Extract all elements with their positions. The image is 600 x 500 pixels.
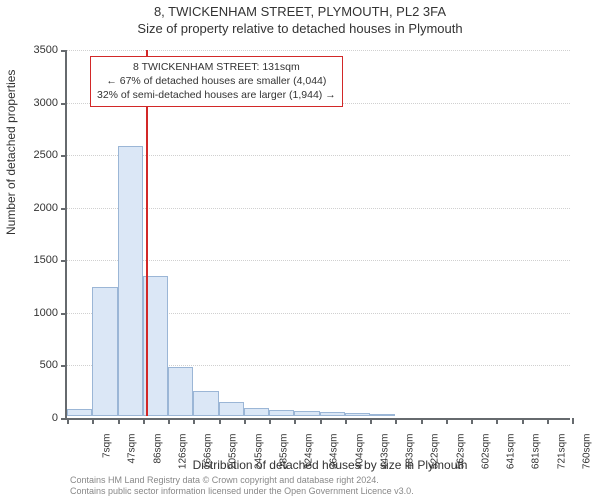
y-tick-label: 3500 [0,44,58,56]
x-tick-label: 7sqm [102,434,113,479]
histogram-bar [345,413,370,416]
y-tick [61,208,67,210]
histogram-bar [118,146,143,416]
x-tick [496,418,498,424]
y-tick [61,365,67,367]
x-tick-label: 205sqm [228,434,239,479]
footer-line: Contains public sector information licen… [70,486,414,497]
x-tick-label: 522sqm [430,434,441,479]
x-tick-label: 86sqm [152,434,163,479]
x-tick-label: 47sqm [127,434,138,479]
x-tick-label: 285sqm [278,434,289,479]
gridline [67,50,570,51]
page-title: 8, TWICKENHAM STREET, PLYMOUTH, PL2 3FA [0,0,600,21]
histogram-bar [168,367,193,416]
y-tick [61,50,67,52]
x-tick [118,418,120,424]
x-tick [143,418,145,424]
histogram-bar [294,411,319,416]
y-tick [61,313,67,315]
x-tick-label: 681sqm [531,434,542,479]
x-tick [421,418,423,424]
x-tick [572,418,574,424]
annotation-line: 32% of semi-detached houses are larger (… [97,88,336,102]
histogram-bar [219,402,244,416]
x-tick-label: 126sqm [177,434,188,479]
page-subtitle: Size of property relative to detached ho… [0,21,600,38]
x-tick [244,418,246,424]
histogram-bar [244,408,269,416]
histogram-bar [269,410,294,416]
x-tick [345,418,347,424]
x-tick-label: 483sqm [405,434,416,479]
histogram-bar [320,412,345,416]
x-tick [395,418,397,424]
x-tick-label: 562sqm [455,434,466,479]
x-tick [522,418,524,424]
x-tick-label: 443sqm [379,434,390,479]
y-tick [61,260,67,262]
annotation-box: 8 TWICKENHAM STREET: 131sqm← 67% of deta… [90,56,343,107]
x-tick [92,418,94,424]
x-tick [547,418,549,424]
x-tick-label: 166sqm [203,434,214,479]
y-tick-label: 500 [0,359,58,371]
histogram-bar [92,287,117,416]
y-tick-label: 0 [0,412,58,424]
x-tick-label: 721sqm [556,434,567,479]
histogram-bar [370,414,395,416]
x-tick [320,418,322,424]
x-tick-label: 404sqm [354,434,365,479]
y-tick-label: 2500 [0,149,58,161]
x-tick [446,418,448,424]
y-tick-label: 1500 [0,254,58,266]
x-tick-label: 364sqm [329,434,340,479]
x-tick-label: 641sqm [506,434,517,479]
annotation-line: 8 TWICKENHAM STREET: 131sqm [97,60,336,74]
x-tick-label: 245sqm [253,434,264,479]
x-tick-label: 324sqm [304,434,315,479]
x-tick [471,418,473,424]
x-tick [219,418,221,424]
x-tick [370,418,372,424]
histogram-bar [193,391,218,416]
annotation-line: ← 67% of detached houses are smaller (4,… [97,74,336,88]
y-tick-label: 2000 [0,202,58,214]
x-tick-label: 760sqm [581,434,592,479]
x-tick [269,418,271,424]
y-tick [61,155,67,157]
x-tick [193,418,195,424]
histogram-bar [67,409,92,416]
y-tick-label: 1000 [0,307,58,319]
x-tick [294,418,296,424]
x-tick [67,418,69,424]
x-tick-label: 602sqm [480,434,491,479]
y-tick [61,103,67,105]
y-tick-label: 3000 [0,97,58,109]
x-tick [168,418,170,424]
